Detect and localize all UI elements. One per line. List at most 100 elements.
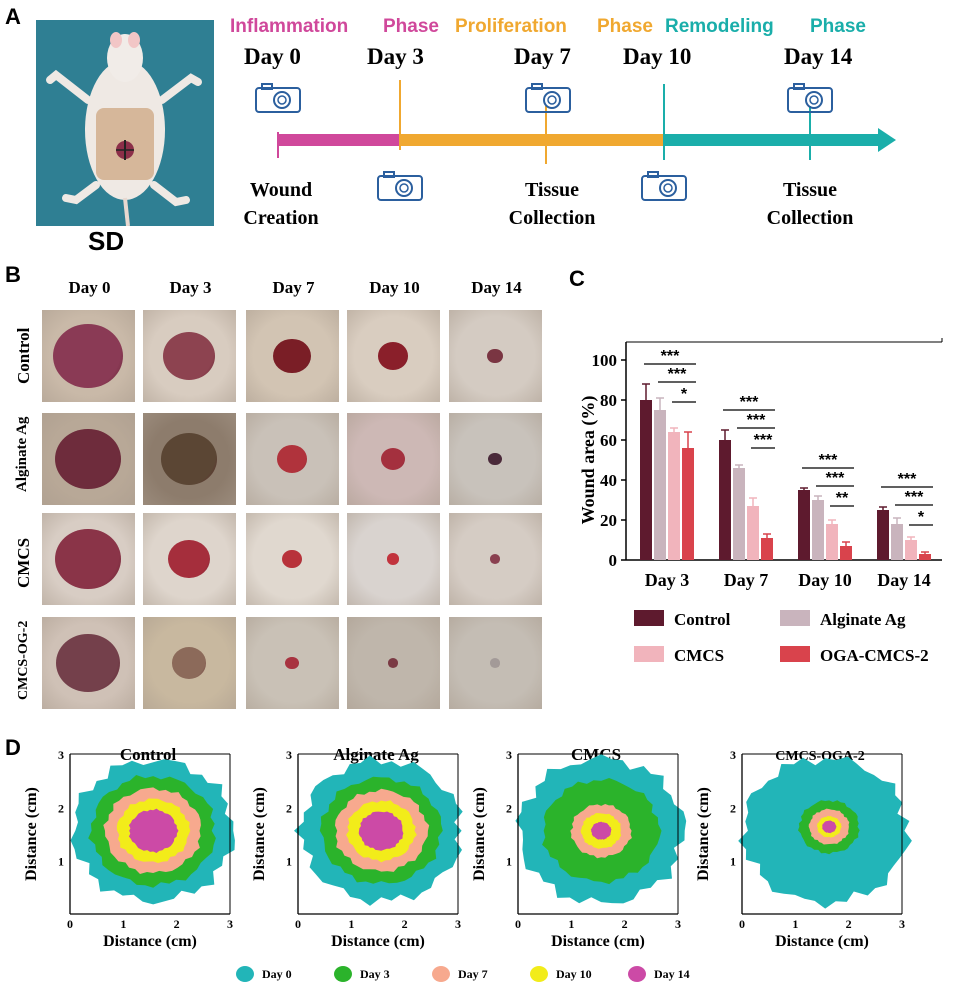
wound-photo: [347, 310, 440, 402]
wound-photo: [42, 310, 135, 402]
wound-spot: [487, 348, 503, 364]
wound-spot: [378, 342, 408, 370]
y-axis-label: Wound area (%): [578, 396, 599, 525]
timeline-arrowhead: [878, 128, 896, 152]
trace-legend: Day 0 Day 3 Day 7 Day 10 Day 14: [220, 966, 740, 986]
legend-swatch: [780, 610, 810, 626]
wound-spot: [490, 554, 500, 564]
x-tick-label: 0: [739, 917, 745, 931]
y-tick-label: 3: [730, 748, 736, 762]
panel-label-c: C: [569, 266, 585, 291]
wound-photo: [143, 413, 236, 505]
wound-spot: [163, 332, 215, 380]
x-tick-label: 2: [622, 917, 628, 931]
phase-proliferation-suffix: Phase: [597, 16, 653, 37]
bar-control: [798, 490, 810, 560]
subject-label: SD: [88, 226, 125, 256]
wound-photo: [246, 310, 339, 402]
significance-label: *: [918, 509, 925, 526]
y-tick-label: 2: [730, 801, 736, 815]
panel-label-d: D: [5, 735, 21, 760]
y-tick-label: 60: [600, 431, 617, 450]
camera-icon: [377, 171, 423, 201]
legend-label: Day 0: [262, 966, 292, 981]
b-col-day10: Day 10: [369, 278, 420, 297]
bar-oga-cmcs-2: [682, 448, 694, 560]
wound-photo: [42, 513, 135, 605]
wound-photo: [42, 617, 135, 709]
x-tick-label: 0: [67, 917, 73, 931]
bar-cmcs: [668, 432, 680, 560]
x-tick-label: 2: [174, 917, 180, 931]
bar-cmcs: [826, 524, 838, 560]
b-col-day3: Day 3: [169, 278, 212, 297]
event-tissue-collection-day7: Tissue Collection: [508, 179, 596, 229]
x-tick-label: Day 3: [645, 570, 690, 590]
y-tick-label: 1: [58, 855, 64, 869]
b-col-day7: Day 7: [272, 278, 315, 297]
significance-label: ***: [754, 432, 773, 449]
x-tick-label: 3: [227, 917, 233, 931]
trace-region-day-14: [822, 820, 837, 834]
b-row-cmcs-og-2: CMCS-OG-2: [16, 620, 31, 700]
panel-label-a: A: [5, 4, 21, 29]
legend-swatch: [634, 610, 664, 626]
x-tick-label: Day 7: [724, 570, 769, 590]
y-tick-label: 0: [609, 551, 618, 570]
x-tick-label: 3: [899, 917, 905, 931]
wound-photo: [449, 413, 542, 505]
timeline-day-10: Day 10: [623, 44, 692, 69]
significance-label: ***: [740, 394, 759, 411]
x-tick-label: 3: [455, 917, 461, 931]
y-axis-label: Distance (cm): [251, 787, 268, 881]
bar-alginate-ag: [654, 410, 666, 560]
timeline-day-7: Day 7: [514, 44, 571, 69]
b-row-cmcs: CMCS: [14, 537, 33, 588]
y-tick-label: 2: [286, 801, 292, 815]
x-tick-label: 2: [846, 917, 852, 931]
legend-dot: [628, 966, 646, 982]
wound-photo: [143, 617, 236, 709]
significance-label: ***: [819, 452, 838, 469]
wound-spot: [488, 452, 502, 466]
wound-photo: [347, 617, 440, 709]
x-axis-label: Distance (cm): [331, 933, 425, 950]
legend-label: OGA-CMCS-2: [820, 646, 929, 665]
phase-proliferation: Proliferation: [455, 16, 567, 37]
x-tick-label: 1: [348, 917, 354, 931]
x-tick-label: 2: [402, 917, 408, 931]
wound-photo: [143, 513, 236, 605]
wound-spot: [387, 553, 399, 565]
timeline-day-3: Day 3: [367, 44, 424, 69]
legend-label: Day 10: [556, 966, 592, 981]
legend-swatch: [780, 646, 810, 662]
y-axis-label: Distance (cm): [23, 787, 40, 881]
bar-alginate-ag: [733, 468, 745, 560]
legend-label: Day 3: [360, 966, 390, 981]
x-tick-label: Day 10: [798, 570, 852, 590]
legend-dot: [432, 966, 450, 982]
legend-label: Day 7: [458, 966, 488, 981]
x-axis-label: Distance (cm): [551, 933, 645, 950]
significance-label: ***: [826, 470, 845, 487]
legend-swatch: [634, 646, 664, 662]
legend-label: Day 14: [654, 966, 690, 981]
y-tick-label: 80: [600, 391, 617, 410]
wound-photo: [246, 513, 339, 605]
y-tick-label: 3: [506, 748, 512, 762]
x-axis-label: Distance (cm): [775, 933, 869, 950]
wound-spot: [381, 447, 405, 471]
wound-spot: [56, 633, 120, 693]
x-tick-label: 1: [568, 917, 574, 931]
wound-photo: [449, 513, 542, 605]
legend-dot: [236, 966, 254, 982]
timeline: [277, 80, 896, 164]
wound-spot: [277, 445, 307, 473]
phase-inflammation: Inflammation: [230, 16, 349, 37]
legend-label: Control: [674, 610, 731, 629]
b-row-control: Control: [14, 327, 33, 384]
timeline-remodeling-bar: [664, 134, 880, 146]
bar-control: [877, 510, 889, 560]
